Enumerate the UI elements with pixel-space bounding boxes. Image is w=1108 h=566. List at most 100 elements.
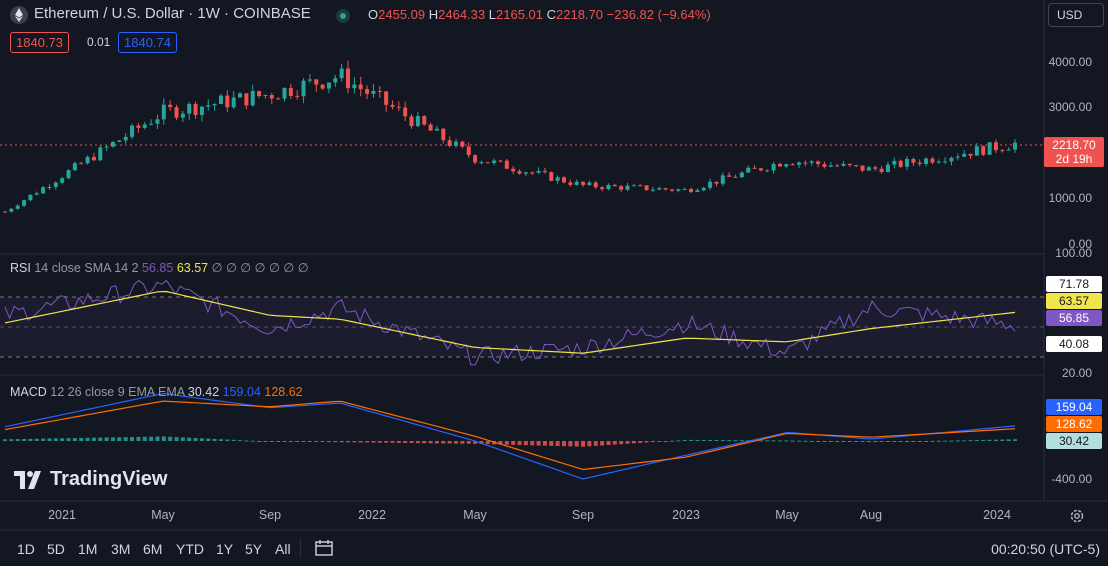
macd-histogram-bar	[1000, 439, 1005, 441]
candle-body	[3, 211, 7, 213]
macd-histogram-bar	[479, 441, 484, 445]
range-5d-button[interactable]: 5D	[47, 541, 65, 557]
candle-body	[739, 172, 744, 178]
candle-body	[555, 177, 560, 181]
range-5y-button[interactable]: 5Y	[245, 541, 263, 557]
candle-body	[142, 124, 147, 128]
sell-button[interactable]: 1840.73	[10, 32, 69, 53]
candle-body	[460, 141, 465, 147]
range-1m-button[interactable]: 1M	[78, 541, 98, 557]
range-6m-button[interactable]: 6M	[143, 541, 163, 557]
rsi-axis-label: 20.00	[1061, 366, 1092, 380]
candle-body	[498, 160, 503, 162]
range-all-button[interactable]: All	[275, 541, 291, 557]
candle-body	[955, 156, 960, 158]
macd-histogram-bar	[663, 441, 668, 442]
candle-body	[511, 168, 516, 172]
macd-histogram-bar	[530, 441, 535, 446]
macd-histogram-bar	[60, 438, 65, 441]
candle-body	[403, 107, 408, 117]
market-status-icon[interactable]	[336, 9, 350, 23]
candle-body	[15, 205, 20, 209]
macd-histogram-bar	[733, 440, 738, 442]
candle-body	[771, 163, 776, 171]
candle-body	[276, 98, 281, 100]
candle-body	[1006, 149, 1011, 151]
macd-histogram-bar	[123, 437, 128, 441]
candle-body	[530, 172, 535, 174]
date-range-calendar-icon[interactable]	[314, 538, 334, 558]
candle-body	[187, 103, 192, 114]
macd-legend[interactable]: MACD 12 26 close 9 EMA EMA 30.42 159.04 …	[10, 385, 303, 399]
macd-hist-tag: 30.42	[1046, 433, 1102, 449]
candle-body	[841, 163, 846, 166]
macd-histogram-bar	[136, 436, 141, 441]
candle-body	[492, 160, 497, 164]
rsi-value-tag: 56.85	[1046, 310, 1102, 326]
candle-body	[358, 84, 363, 90]
macd-histogram-bar	[504, 441, 509, 445]
close-label: C	[546, 7, 557, 22]
macd-histogram-bar	[523, 441, 528, 446]
currency-selector[interactable]: USD	[1048, 3, 1104, 27]
candle-body	[987, 142, 992, 155]
candle-body	[854, 165, 859, 167]
candle-body	[784, 164, 789, 167]
macd-histogram-bar	[885, 441, 890, 442]
candle-body	[657, 188, 662, 190]
macd-histogram-bar	[447, 441, 452, 444]
candle-body	[835, 165, 840, 167]
macd-histogram-bar	[924, 441, 929, 442]
range-ytd-button[interactable]: YTD	[176, 541, 204, 557]
time-axis-label: Sep	[571, 508, 595, 522]
macd-histogram-bar	[142, 436, 147, 441]
candle-body	[574, 181, 579, 185]
candle-body	[993, 142, 998, 151]
range-1y-button[interactable]: 1Y	[216, 541, 234, 557]
macd-histogram-bar	[517, 441, 522, 446]
macd-histogram-bar	[91, 437, 96, 441]
macd-histogram-bar	[606, 441, 611, 446]
candle-body	[295, 95, 300, 97]
buy-button[interactable]: 1840.74	[118, 32, 177, 53]
macd-histogram-bar	[390, 441, 395, 443]
ohlc-values: O2455.09 H2464.33 L2165.01 C2218.70 −236…	[368, 7, 711, 22]
range-3m-button[interactable]: 3M	[111, 541, 131, 557]
macd-histogram-bar	[180, 437, 185, 441]
rsi-legend[interactable]: RSI 14 close SMA 14 2 56.85 63.57 ∅ ∅ ∅ …	[10, 260, 309, 275]
candlestick-series	[3, 60, 1017, 213]
candle-body	[625, 185, 630, 190]
current-price-value: 2218.70	[1052, 138, 1096, 152]
rsi-line	[4, 279, 1016, 366]
candle-body	[149, 123, 154, 125]
tradingview-watermark[interactable]: TradingView	[14, 468, 167, 491]
candle-body	[479, 162, 484, 164]
macd-histogram-bar	[149, 436, 154, 441]
settings-gear-icon[interactable]	[1069, 508, 1085, 524]
macd-histogram-bar	[758, 440, 763, 442]
macd-line-value: 159.04	[222, 385, 261, 399]
candle-body	[650, 189, 655, 191]
symbol-title[interactable]: Ethereum / U.S. Dollar · 1W · COINBASE	[34, 5, 311, 22]
macd-histogram-bar	[79, 437, 84, 441]
candle-body	[161, 104, 166, 120]
macd-histogram-bar	[441, 441, 446, 444]
candle-body	[441, 128, 446, 141]
candle-body	[733, 176, 738, 178]
macd-histogram-bar	[714, 440, 719, 442]
macd-histogram-bar	[174, 437, 179, 441]
candle-body	[212, 104, 217, 106]
macd-histogram-bar	[466, 441, 471, 444]
candle-body	[339, 68, 344, 79]
macd-histogram-bar	[498, 441, 503, 445]
clock-timezone[interactable]: 00:20:50 (UTC-5)	[991, 541, 1100, 557]
macd-histogram-bar	[587, 441, 592, 447]
time-axis-label: 2022	[358, 508, 386, 522]
candle-body	[9, 208, 14, 212]
macd-histogram-bar	[34, 438, 39, 441]
low-value: 2165.01	[496, 7, 543, 22]
macd-histogram-bar	[187, 437, 192, 441]
range-1d-button[interactable]: 1D	[17, 541, 35, 557]
macd-histogram-bar	[415, 441, 420, 444]
